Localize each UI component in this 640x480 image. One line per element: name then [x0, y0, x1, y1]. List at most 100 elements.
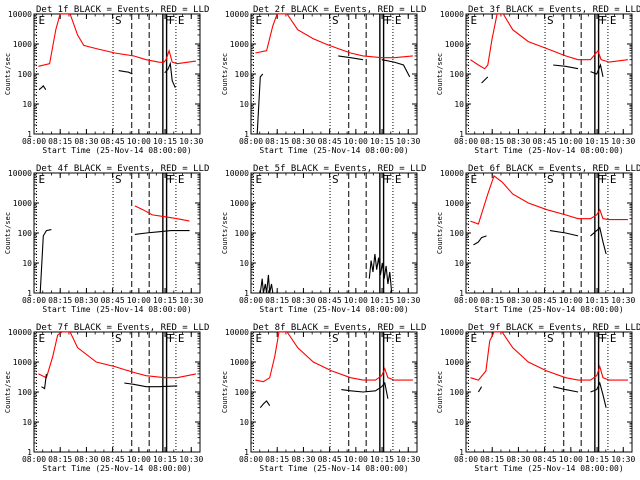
events-line: [368, 253, 393, 293]
y-axis-label: Counts/sec: [221, 212, 229, 254]
marker-label: E: [178, 14, 185, 27]
marker-label: E: [610, 332, 617, 345]
lld-line: [470, 14, 628, 70]
y-tick-label: 10000: [225, 328, 249, 337]
events-line: [259, 274, 274, 293]
panel-det-1: 1 10 100 1000 10000 08:00 08:15 08:30 08:45 10:00…: [4, 5, 209, 155]
events-line: [41, 373, 47, 390]
panel-det-9: 1 10 100 1000 10000 08:00 08:15 08:30 08:45 10:00…: [436, 323, 640, 473]
y-tick-label: 10000: [8, 169, 32, 178]
x-tick-label: 10:00: [127, 455, 151, 464]
x-tick-label: 10:00: [127, 137, 151, 146]
y-axis-label: Counts/sec: [436, 371, 444, 413]
plot-frame: [250, 172, 418, 294]
y-tick-label: 10: [22, 100, 32, 109]
marker-label: E: [38, 173, 45, 186]
y-tick-label: 1000: [445, 40, 464, 49]
y-axis-label: Counts/sec: [4, 212, 12, 254]
x-axis-label: Start Time (25-Nov-14 08:00:00): [259, 305, 408, 314]
y-axis-label: Counts/sec: [436, 53, 444, 95]
events-line: [553, 386, 579, 393]
x-axis-label: Start Time (25-Nov-14 08:00:00): [474, 464, 623, 473]
lld-line: [38, 14, 196, 67]
x-tick-label: 08:00: [239, 455, 263, 464]
y-tick-label: 10000: [440, 10, 464, 19]
marker-label: F: [386, 14, 393, 27]
events-line: [124, 382, 178, 388]
events-line: [473, 235, 487, 246]
marker-label: E: [178, 173, 185, 186]
x-tick-label: 08:30: [74, 296, 98, 305]
x-tick-label: 08:00: [239, 137, 263, 146]
marker-label: F: [382, 332, 389, 345]
x-axis-label: Start Time (25-Nov-14 08:00:00): [259, 146, 408, 155]
events-line: [553, 64, 579, 70]
y-tick-label: 10: [239, 418, 249, 427]
marker-label: F: [597, 14, 604, 27]
x-tick-label: 10:00: [559, 137, 583, 146]
x-tick-label: 08:45: [318, 296, 342, 305]
y-tick-label: 10: [239, 259, 249, 268]
panel-title: Det 5f BLACK = Events, RED = LLD: [253, 164, 426, 174]
x-tick-label: 10:15: [153, 296, 177, 305]
marker-label: E: [38, 14, 45, 27]
x-tick-label: 08:15: [48, 137, 72, 146]
y-tick-label: 1: [244, 130, 249, 139]
panel-det-7: 1 10 100 1000 10000 08:00 08:15 08:30 08:45 10:00…: [4, 323, 209, 473]
y-axis-label: Counts/sec: [436, 212, 444, 254]
x-axis-label: Start Time (25-Nov-14 08:00:00): [474, 146, 623, 155]
events-line: [338, 55, 364, 61]
y-tick-label: 100: [450, 70, 465, 79]
x-tick-label: 10:15: [370, 296, 394, 305]
x-tick-label: 10:30: [396, 137, 420, 146]
panel-title: Det 1f BLACK = Events, RED = LLD: [36, 5, 209, 15]
marker-label: F: [386, 173, 393, 186]
y-tick-label: 1000: [445, 199, 464, 208]
plot-frame: [465, 13, 633, 135]
marker-label: F: [165, 173, 172, 186]
events-line: [118, 70, 133, 75]
x-tick-label: 08:45: [318, 137, 342, 146]
marker-label: E: [470, 173, 477, 186]
y-tick-label: 1: [459, 448, 464, 457]
marker-label: E: [255, 332, 262, 345]
events-line: [259, 400, 271, 409]
marker-label: E: [395, 14, 402, 27]
y-tick-label: 10000: [225, 169, 249, 178]
marker-label: E: [470, 14, 477, 27]
marker-label: S: [547, 14, 554, 27]
y-tick-label: 1000: [13, 358, 32, 367]
marker-label: S: [332, 173, 339, 186]
events-line: [590, 226, 607, 255]
marker-label: F: [601, 14, 608, 27]
y-tick-label: 1: [27, 289, 32, 298]
marker-label: S: [115, 332, 122, 345]
lld-line: [255, 332, 413, 383]
marker-label: F: [169, 14, 176, 27]
y-axis-label: Counts/sec: [4, 371, 12, 413]
x-tick-label: 10:30: [396, 455, 420, 464]
y-tick-label: 10000: [440, 328, 464, 337]
marker-label: E: [395, 173, 402, 186]
plot-frame: [33, 13, 201, 135]
marker-label: E: [255, 173, 262, 186]
lld-line: [38, 332, 197, 379]
y-tick-label: 10: [454, 259, 464, 268]
panel-title: Det 2f BLACK = Events, RED = LLD: [253, 5, 426, 15]
events-line: [477, 386, 483, 393]
y-tick-label: 1000: [445, 358, 464, 367]
x-axis-label: Start Time (25-Nov-14 08:00:00): [42, 464, 191, 473]
panel-title: Det 9f BLACK = Events, RED = LLD: [468, 323, 640, 333]
y-tick-label: 10: [22, 418, 32, 427]
events-line: [590, 63, 604, 78]
y-tick-label: 1000: [230, 358, 249, 367]
marker-label: S: [115, 14, 122, 27]
x-tick-label: 08:00: [239, 296, 263, 305]
y-tick-label: 1: [244, 448, 249, 457]
y-axis-label: Counts/sec: [4, 53, 12, 95]
marker-label: S: [332, 332, 339, 345]
y-tick-label: 100: [235, 388, 250, 397]
x-tick-label: 10:30: [611, 296, 635, 305]
x-axis-label: Start Time (25-Nov-14 08:00:00): [42, 146, 191, 155]
